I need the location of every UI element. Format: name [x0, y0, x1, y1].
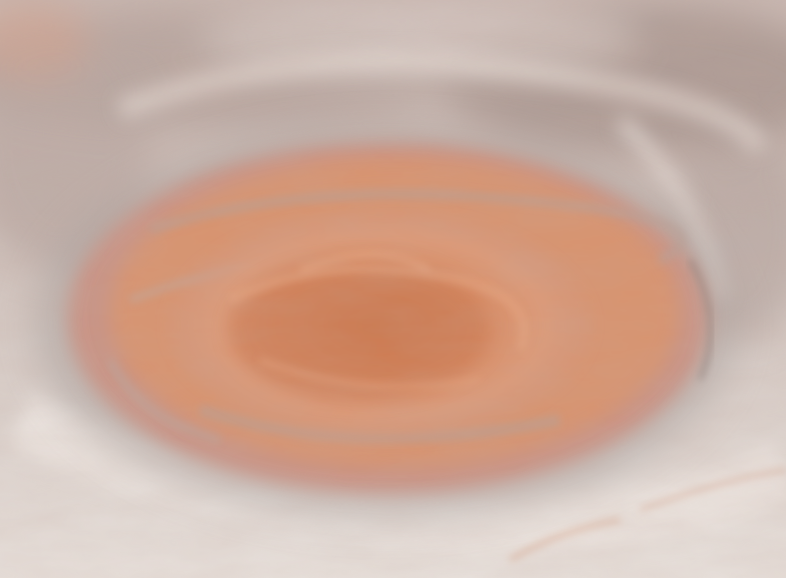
storm-illustration [0, 0, 786, 578]
cloud-texture [0, 0, 786, 578]
jupiter-storm-photo [0, 0, 786, 578]
